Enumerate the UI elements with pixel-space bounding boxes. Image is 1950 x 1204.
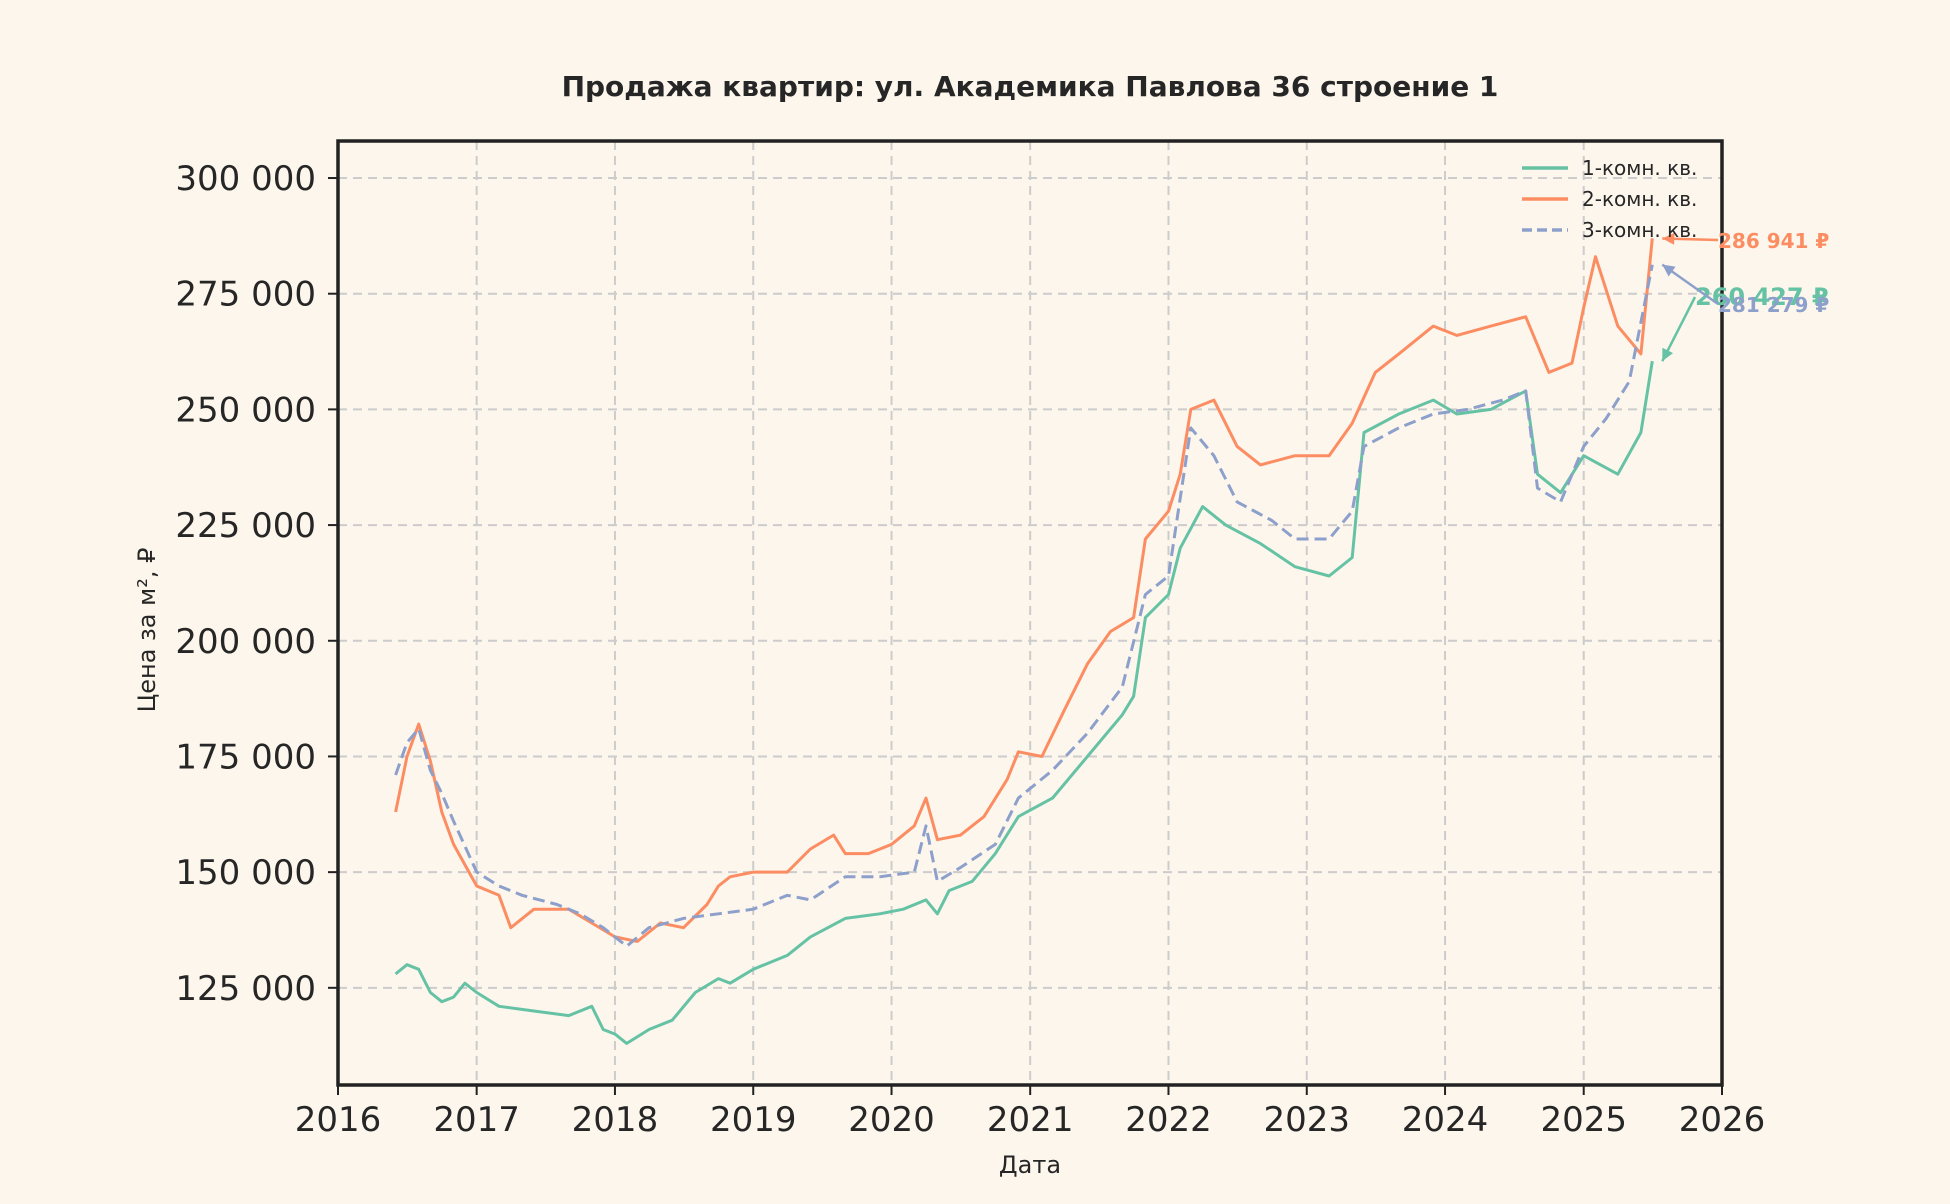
chart-title: Продажа квартир: ул. Академика Павлова 3…: [562, 70, 1499, 103]
x-tick-label: 2025: [1540, 1100, 1627, 1140]
series-layer: [394, 238, 1654, 1045]
x-tick-label: 2023: [1263, 1100, 1350, 1140]
y-tick-label: 300 000: [175, 159, 316, 199]
x-tick-label: 2024: [1402, 1100, 1489, 1140]
x-tick-label: 2019: [710, 1100, 797, 1140]
x-tick-label: 2017: [433, 1100, 520, 1140]
y-tick-label: 250 000: [175, 390, 316, 430]
y-axis-label: Цена за м², ₽: [133, 548, 161, 713]
y-tick-label: 200 000: [175, 622, 316, 662]
annotation-arrowhead: [1662, 347, 1674, 362]
x-tick-label: 2016: [295, 1100, 382, 1140]
x-tick-label: 2026: [1679, 1100, 1766, 1140]
series-line-3: [394, 264, 1654, 948]
y-tick-label: 275 000: [175, 275, 316, 315]
axes: 2016 2017 2018 2019 2020 2021 2022 2023 2024 2025…: [175, 139, 1766, 1140]
x-tick-label: 2021: [987, 1100, 1074, 1140]
legend-label: 1-комн. кв.: [1582, 156, 1697, 180]
end-value-label: 286 941 ₽: [1718, 229, 1829, 253]
legend: 1-комн. кв. 2-комн. кв. 3-комн. кв.: [1522, 156, 1697, 242]
x-tick-label: 2020: [848, 1100, 935, 1140]
y-tick-label: 175 000: [175, 737, 316, 777]
annotation-arrow: [1661, 296, 1697, 362]
y-tick-label: 225 000: [175, 506, 316, 546]
x-axis-label: Дата: [999, 1151, 1061, 1179]
series-line-1: [394, 360, 1654, 1045]
y-tick-label: 150 000: [175, 853, 316, 893]
y-tick-label: 125 000: [175, 969, 316, 1009]
end-value-label: 260 427 ₽: [1695, 283, 1829, 311]
annotation-arrowhead: [1662, 232, 1675, 245]
annotation-arrowhead: [1662, 264, 1676, 277]
end-annotations: 260 427 ₽ 286 941 ₽ 281 279 ₽: [1661, 229, 1829, 362]
legend-label: 2-комн. кв.: [1582, 187, 1697, 211]
x-tick-label: 2022: [1125, 1100, 1212, 1140]
plot-frame: [336, 139, 1724, 1087]
legend-label: 3-комн. кв.: [1582, 218, 1697, 242]
x-tick-label: 2018: [572, 1100, 659, 1140]
end-value-label: 281 279 ₽: [1718, 293, 1829, 317]
